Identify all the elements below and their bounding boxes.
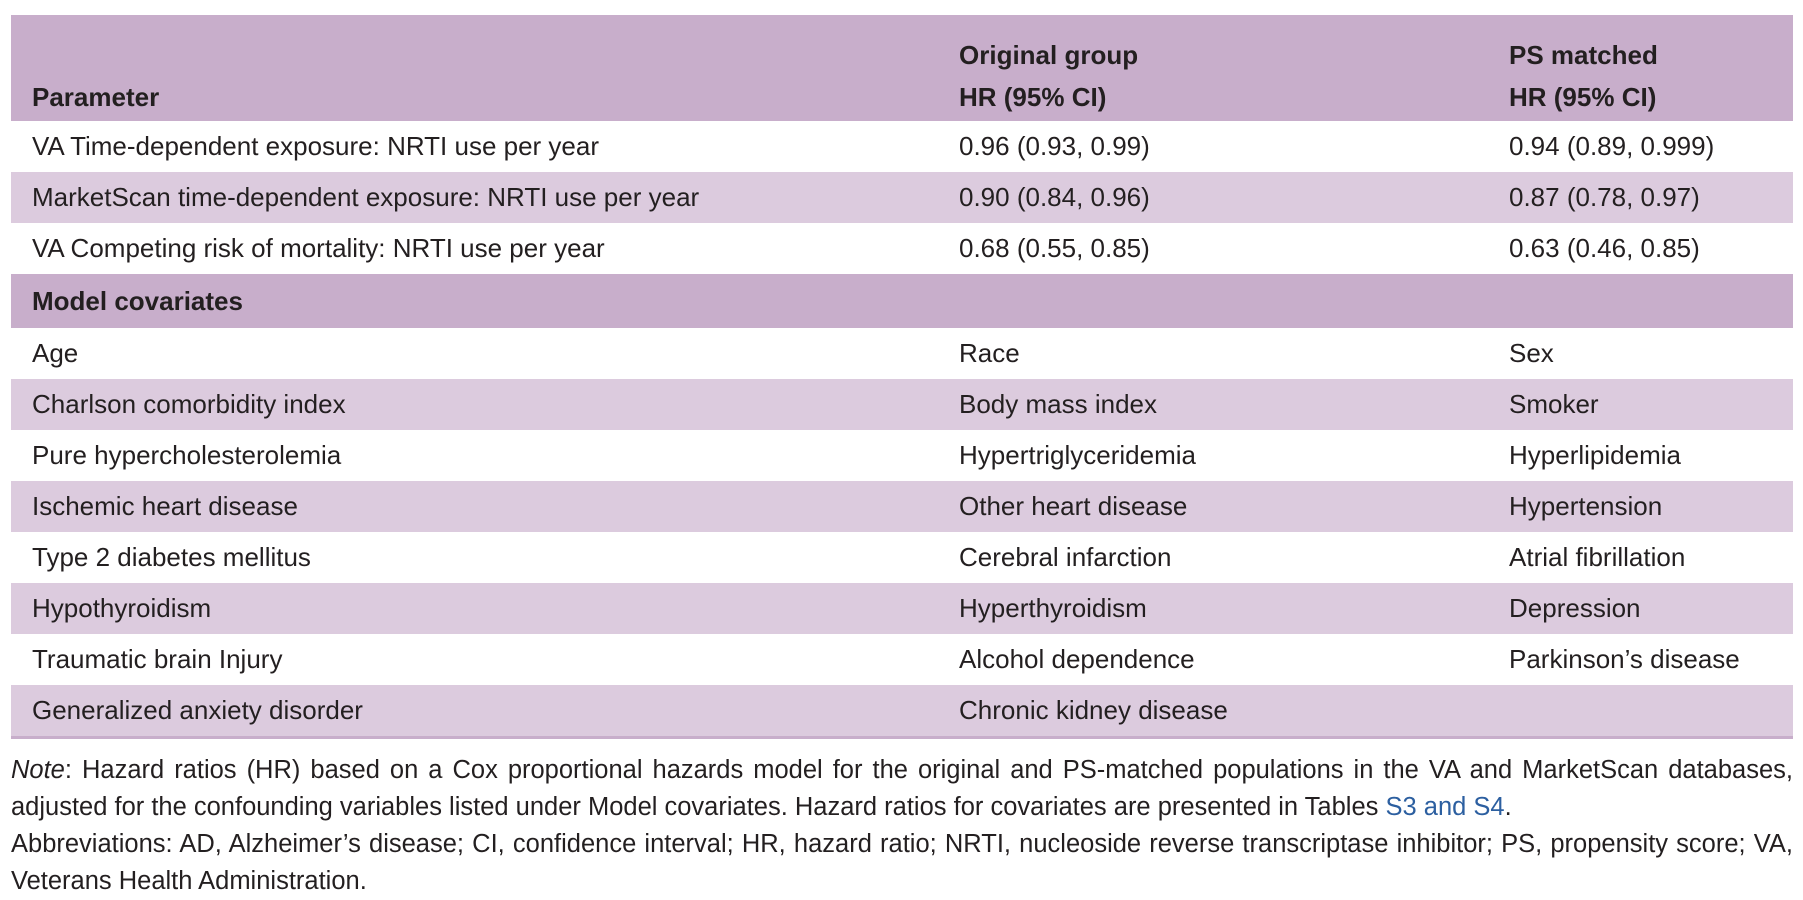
covariate-cell: Parkinson’s disease [1488, 634, 1793, 685]
covariate-cell: Generalized anxiety disorder [11, 685, 938, 739]
covariate-cell: Ischemic heart disease [11, 481, 938, 532]
hr-original-cell: 0.90 (0.84, 0.96) [938, 172, 1488, 223]
hr-original-cell: 0.68 (0.55, 0.85) [938, 223, 1488, 274]
header-hr-matched: HR (95% CI) [1488, 73, 1793, 121]
covariate-cell: Traumatic brain Injury [11, 634, 938, 685]
hr-original-cell: 0.96 (0.93, 0.99) [938, 121, 1488, 172]
note-paragraph: Note: Hazard ratios (HR) based on a Cox … [11, 752, 1793, 826]
covariate-cell: Race [938, 328, 1488, 379]
note-text: : Hazard ratios (HR) based on a Cox prop… [11, 756, 1793, 821]
hr-matched-cell: 0.94 (0.89, 0.999) [1488, 121, 1793, 172]
header-ps-matched: PS matched [1488, 15, 1793, 73]
table-header: Original group PS matched Parameter HR (… [11, 15, 1793, 121]
table-row: Hypothyroidism Hyperthyroidism Depressio… [11, 583, 1793, 634]
header-original-group: Original group [938, 15, 1488, 73]
covariate-cell: Cerebral infarction [938, 532, 1488, 583]
hr-matched-cell: 0.63 (0.46, 0.85) [1488, 223, 1793, 274]
header-row-group: Original group PS matched [11, 15, 1793, 73]
covariate-cell: Pure hypercholesterolemia [11, 430, 938, 481]
table-row: Generalized anxiety disorder Chronic kid… [11, 685, 1793, 739]
parameter-cell: MarketScan time-dependent exposure: NRTI… [11, 172, 938, 223]
covariate-cell: Body mass index [938, 379, 1488, 430]
table-row: Pure hypercholesterolemia Hypertriglycer… [11, 430, 1793, 481]
table-row: MarketScan time-dependent exposure: NRTI… [11, 172, 1793, 223]
header-hr-original: HR (95% CI) [938, 73, 1488, 121]
hazard-ratio-table: Original group PS matched Parameter HR (… [11, 15, 1793, 739]
header-parameter: Parameter [11, 73, 938, 121]
covariate-cell: Chronic kidney disease [938, 685, 1488, 739]
table-row: Charlson comorbidity index Body mass ind… [11, 379, 1793, 430]
covariate-cell: Alcohol dependence [938, 634, 1488, 685]
section-label: Model covariates [11, 274, 1793, 328]
hr-matched-cell: 0.87 (0.78, 0.97) [1488, 172, 1793, 223]
covariate-cell: Hypothyroidism [11, 583, 938, 634]
note-label: Note [11, 756, 65, 784]
table-row: Ischemic heart disease Other heart disea… [11, 481, 1793, 532]
section-row-model-covariates: Model covariates [11, 274, 1793, 328]
covariate-cell: Other heart disease [938, 481, 1488, 532]
table-row: VA Time-dependent exposure: NRTI use per… [11, 121, 1793, 172]
header-row-columns: Parameter HR (95% CI) HR (95% CI) [11, 73, 1793, 121]
table-row: Traumatic brain Injury Alcohol dependenc… [11, 634, 1793, 685]
covariate-cell: Charlson comorbidity index [11, 379, 938, 430]
parameter-cell: VA Time-dependent exposure: NRTI use per… [11, 121, 938, 172]
covariate-cell: Hyperlipidemia [1488, 430, 1793, 481]
parameter-cell: VA Competing risk of mortality: NRTI use… [11, 223, 938, 274]
abbreviations-paragraph: Abbreviations: AD, Alzheimer’s disease; … [11, 830, 1793, 895]
header-empty-cell [11, 15, 938, 73]
results-table-container: Original group PS matched Parameter HR (… [11, 15, 1793, 739]
covariate-cell: Atrial fibrillation [1488, 532, 1793, 583]
covariate-cell: Type 2 diabetes mellitus [11, 532, 938, 583]
table-row: VA Competing risk of mortality: NRTI use… [11, 223, 1793, 274]
note-end: . [1504, 793, 1512, 821]
tables-s3-s4-link[interactable]: S3 and S4 [1385, 793, 1505, 821]
table-footnotes: Note: Hazard ratios (HR) based on a Cox … [11, 752, 1793, 900]
covariate-cell: Hypertension [1488, 481, 1793, 532]
table-row: Age Race Sex [11, 328, 1793, 379]
covariate-cell: Smoker [1488, 379, 1793, 430]
covariate-cell: Hypertriglyceridemia [938, 430, 1488, 481]
covariate-cell: Age [11, 328, 938, 379]
table-body: VA Time-dependent exposure: NRTI use per… [11, 121, 1793, 739]
covariate-cell: Hyperthyroidism [938, 583, 1488, 634]
covariate-cell: Sex [1488, 328, 1793, 379]
covariate-cell [1488, 685, 1793, 739]
covariate-cell: Depression [1488, 583, 1793, 634]
table-row: Type 2 diabetes mellitus Cerebral infarc… [11, 532, 1793, 583]
